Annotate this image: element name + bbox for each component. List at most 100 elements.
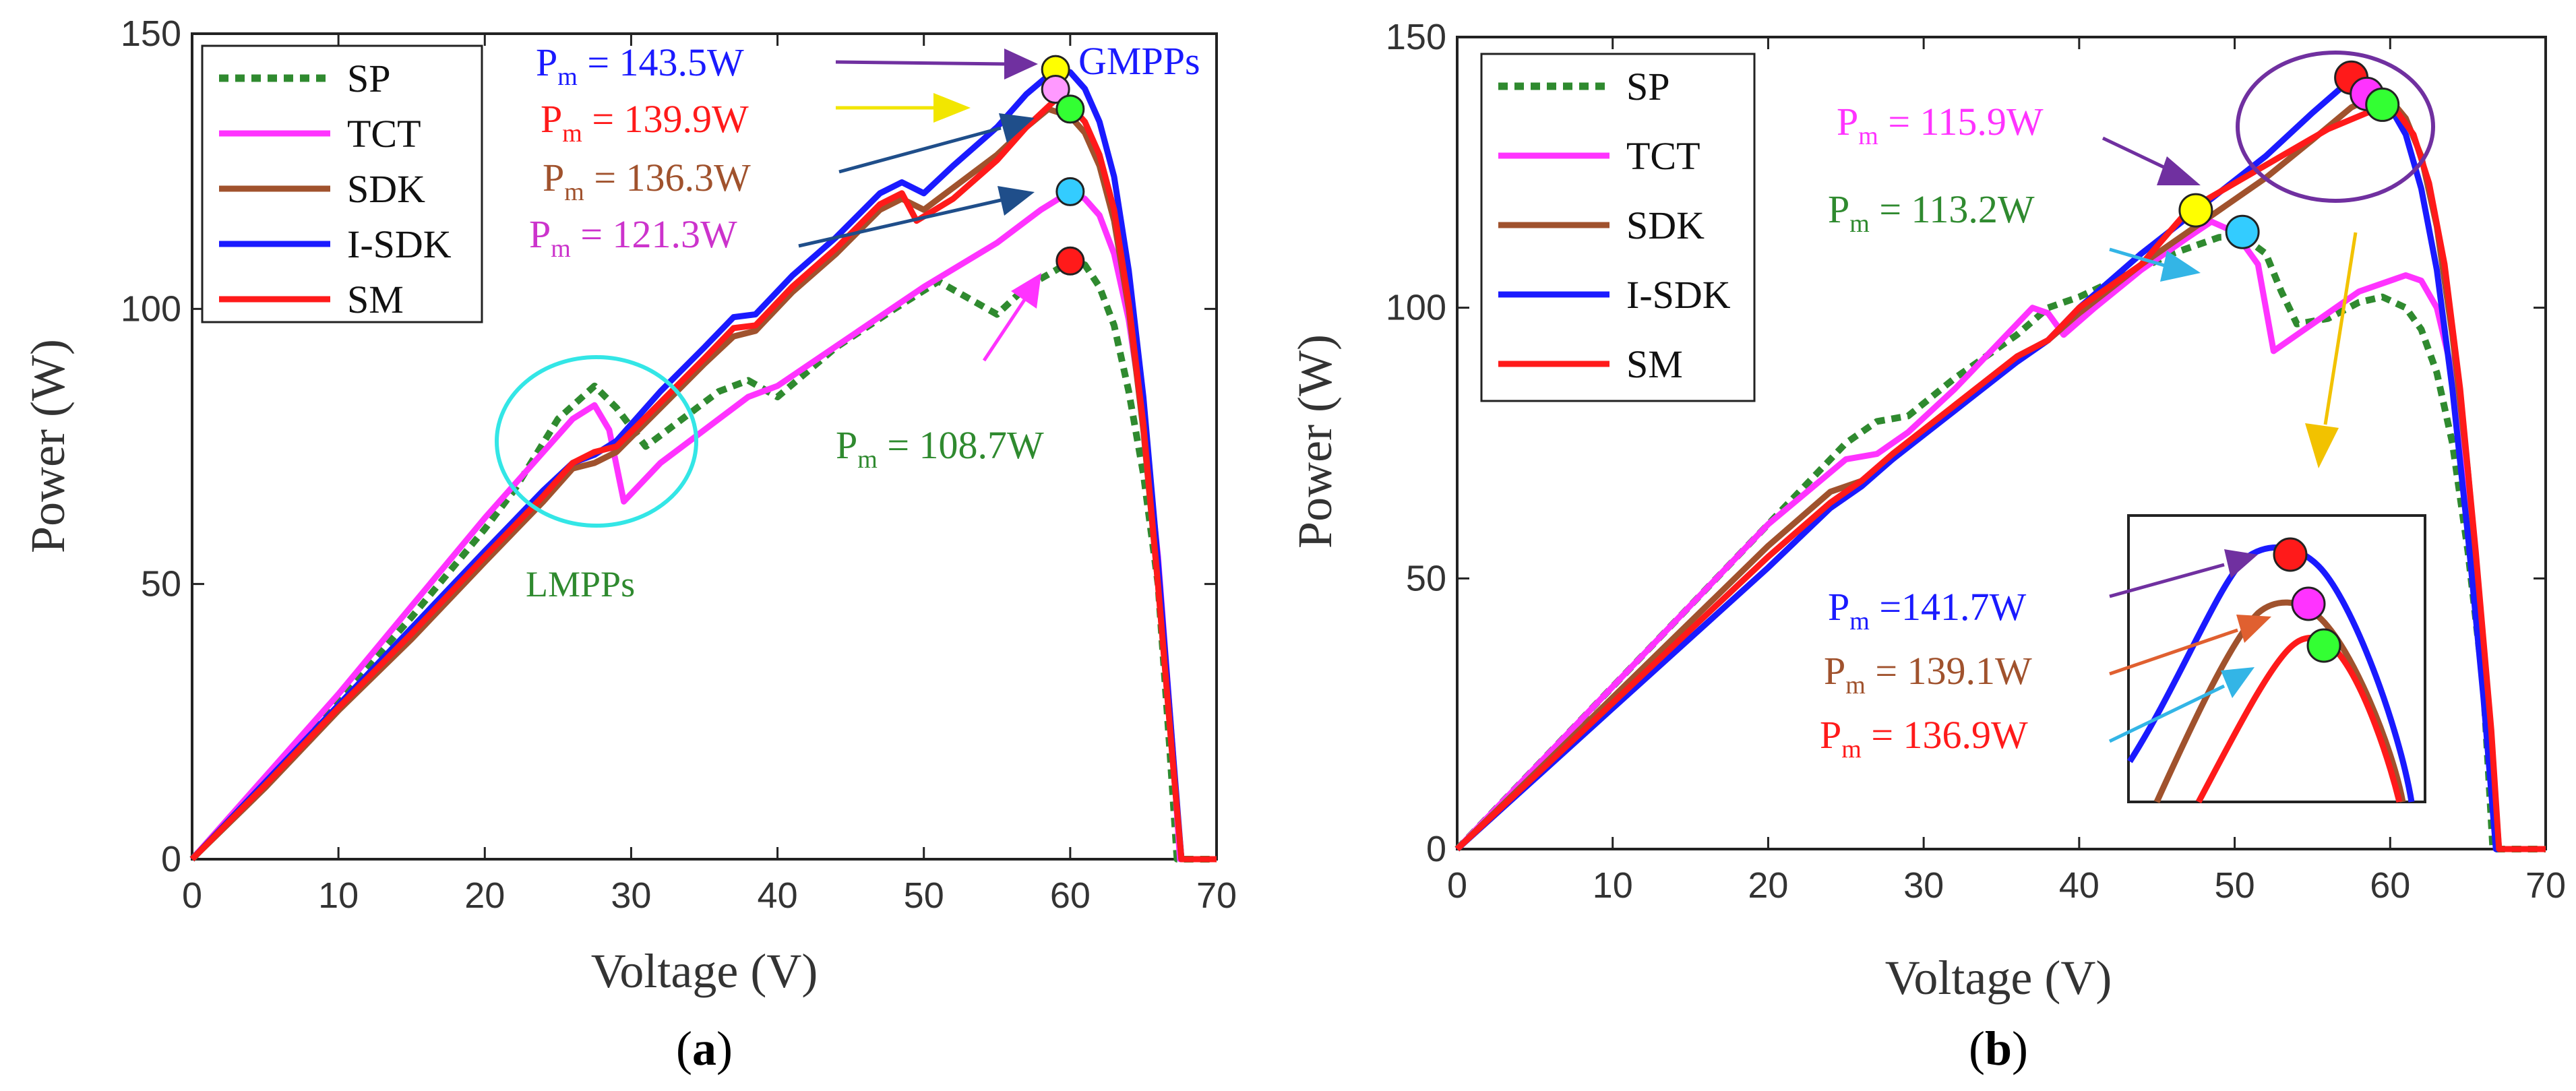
y-tick-label: 0: [161, 839, 181, 879]
x-tick-label: 0: [182, 875, 202, 916]
legend-box-a: [201, 44, 483, 323]
x-tick-label: 70: [1196, 875, 1237, 916]
arrowhead-139-9: [933, 93, 971, 123]
x-tick-label: 40: [2059, 865, 2099, 906]
pm-label-136-9: Pm = 136.9W: [1820, 713, 2028, 763]
arrow-115-9: [2102, 136, 2175, 174]
x-tick-label: 30: [1903, 865, 1944, 906]
series-line-i-sdk: [1454, 79, 2546, 852]
y-axis-label-b: Power (W): [1288, 334, 1342, 549]
lmpps-label: LMPPs: [526, 564, 635, 604]
arrow-136-3: [838, 126, 1002, 174]
legend-label-tct: TCT: [1626, 134, 1700, 178]
inset-arrow-141-7: [2109, 563, 2225, 598]
legend-a: SP TCT SDK I-SDK SM: [201, 44, 483, 323]
inset-arrowhead-141-7: [2224, 549, 2258, 578]
panel-a: 0 10 20 30 40 50 60 70 0 50 100 150 Pm = 143.5W Pm …: [21, 13, 1237, 1076]
mpp-marker: [1055, 246, 1085, 276]
pm-label-115-9: Pm = 115.9W: [1837, 100, 2044, 150]
y-tick-label: 150: [1386, 17, 1446, 57]
pm-label-141-7: Pm =141.7W: [1828, 585, 2027, 635]
legend-items-b: SP TCT SDK I-SDK SM: [1498, 65, 1731, 386]
annotations-b: Pm = 115.9W Pm = 113.2W: [1828, 100, 2044, 238]
annotations-a: Pm = 143.5W Pm = 139.9W Pm = 136.3W Pm =…: [526, 39, 1200, 604]
axis-ticks-a: 0 10 20 30 40 50 60 70 0 50 100 150: [121, 13, 1237, 916]
legend-label-sp: SP: [347, 57, 391, 100]
mpp-marker: [1055, 94, 1085, 124]
arrowhead-143-5: [1004, 49, 1038, 80]
mpp-marker: [1041, 74, 1070, 104]
mpp-marker: [1055, 177, 1085, 206]
y-tick-label: 0: [1426, 829, 1446, 869]
arrow-zoom: [2323, 232, 2358, 425]
arrowhead-zoom: [2305, 423, 2339, 468]
x-axis-label-b: Voltage (V): [1885, 951, 2112, 1005]
inset-curve-sdk: [2153, 599, 2406, 803]
legend-label-sdk: SDK: [1626, 204, 1705, 247]
arrow-143-5: [835, 60, 1008, 66]
series-line-tct: [1454, 218, 2546, 852]
legend-b: SP TCT SDK I-SDK SM: [1480, 53, 1756, 402]
inset-arrow-136-9: [2108, 684, 2226, 743]
y-tick-label: 100: [121, 288, 181, 329]
legend-label-sm: SM: [1626, 342, 1683, 386]
arrowhead-121-3: [998, 186, 1035, 216]
inset-arrowhead-136-9: [2221, 667, 2255, 698]
annotation-arrows-a: [798, 49, 1041, 362]
arrowhead-113-2: [2160, 251, 2201, 282]
pm-label-121-3: Pm = 121.3W: [529, 212, 737, 263]
inset-arrowhead-139-1: [2236, 615, 2271, 643]
x-tick-label: 50: [904, 875, 944, 916]
gmpps-label: GMPPs: [1078, 39, 1200, 83]
x-tick-label: 60: [1050, 875, 1091, 916]
annotation-arrows-b: [2102, 136, 2358, 468]
x-tick-label: 20: [464, 875, 505, 916]
mpp-markers-b: [2178, 60, 2400, 249]
legend-label-tct: TCT: [347, 112, 421, 156]
y-tick-label: 50: [141, 564, 181, 604]
legend-label-sdk: SDK: [347, 167, 425, 211]
pm-label-113-2: Pm = 113.2W: [1828, 187, 2035, 238]
x-tick-label: 60: [2370, 865, 2410, 906]
series-line-sm: [189, 96, 1217, 863]
zoom-inset: [2108, 514, 2426, 804]
inset-marker-magenta: [2291, 586, 2326, 621]
y-tick-label: 150: [121, 13, 181, 54]
y-axis-label-a: Power (W): [21, 339, 75, 553]
gmpp-highlight-circle: [2236, 51, 2435, 203]
pm-label-139-9: Pm = 139.9W: [541, 97, 749, 148]
x-axis-label-a: Voltage (V): [591, 944, 818, 998]
x-tick-label: 50: [2215, 865, 2255, 906]
x-tick-label: 70: [2525, 865, 2566, 906]
mpp-marker: [2225, 214, 2260, 249]
legend-label-i-sdk: I-SDK: [1626, 273, 1731, 317]
arrow-113-2: [2109, 247, 2168, 268]
inset-marker-green: [2306, 628, 2341, 663]
inset-arrow-139-1: [2109, 628, 2238, 676]
panel-label-b: (b): [1969, 1022, 2028, 1076]
mpp-marker: [2178, 193, 2213, 228]
y-tick-label: 100: [1386, 288, 1446, 328]
legend-label-sp: SP: [1626, 65, 1670, 108]
mpp-markers-a: [1041, 55, 1085, 276]
x-tick-label: 40: [758, 875, 798, 916]
arrow-108-7: [982, 299, 1026, 362]
axis-ticks-b: 0 10 20 30 40 50 60 70 0 50 100 150: [1386, 17, 2566, 906]
inset-marker-red: [2273, 537, 2308, 572]
legend-items-a: SP TCT SDK I-SDK SM: [219, 57, 452, 321]
pm-label-143-5: Pm = 143.5W: [536, 40, 744, 91]
panel-b: 0 10 20 30 40 50 60 70 0 50 100 150 Pm = 115.9W Pm …: [1288, 17, 2566, 1076]
x-tick-label: 0: [1447, 865, 1467, 906]
arrowhead-136-3: [999, 113, 1035, 143]
x-tick-label: 30: [611, 875, 651, 916]
x-tick-label: 20: [1748, 865, 1788, 906]
legend-label-sm: SM: [347, 278, 404, 321]
panel-label-a: (a): [676, 1022, 733, 1076]
series-line-i-sdk: [189, 66, 1217, 863]
arrowhead-115-9: [2157, 156, 2201, 185]
arrow-121-3: [798, 198, 1002, 248]
inset-annotations: Pm =141.7W Pm = 139.1W Pm = 136.9W: [1820, 585, 2032, 763]
y-tick-label: 50: [1406, 558, 1446, 598]
arrowhead-108-7: [1011, 273, 1041, 309]
